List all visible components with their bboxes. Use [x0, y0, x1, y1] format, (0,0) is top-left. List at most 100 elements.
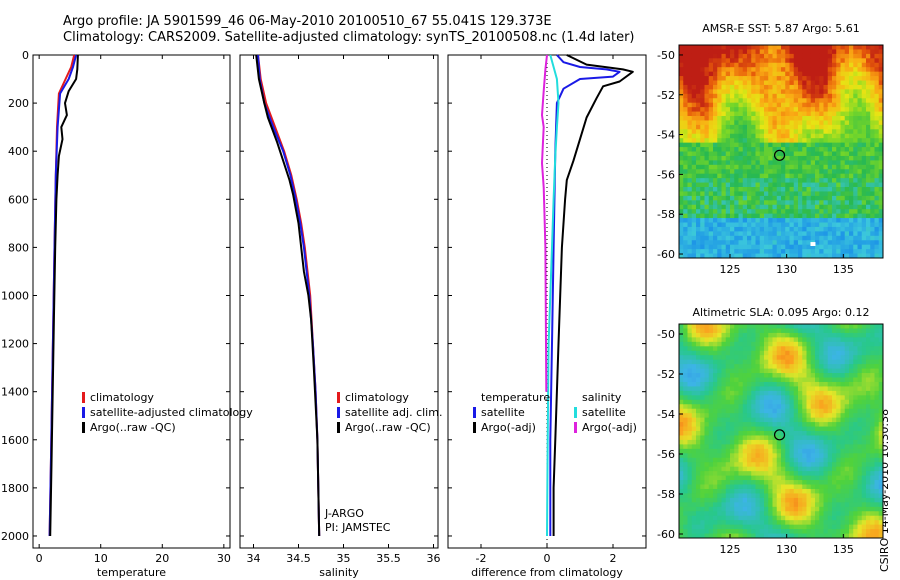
- heatmap-cell: [759, 493, 765, 499]
- heatmap-cell: [857, 222, 863, 228]
- heatmap-cell: [725, 364, 731, 370]
- heatmap-cell: [781, 324, 786, 329]
- heatmap-cell: [840, 364, 846, 370]
- heatmap-cell: [844, 453, 850, 459]
- heatmap-cell: [721, 124, 727, 130]
- heatmap-cell: [870, 364, 875, 370]
- heatmap-cell: [815, 84, 820, 90]
- heatmap-cell: [751, 502, 756, 508]
- heatmap-cell: [810, 435, 816, 441]
- heatmap-cell: [704, 346, 710, 352]
- heatmap-cell: [717, 399, 722, 405]
- heatmap-cell: [725, 480, 731, 485]
- heatmap-cell: [832, 386, 837, 392]
- heatmap-cell: [772, 511, 778, 517]
- heatmap-cell: [836, 133, 841, 139]
- heatmap-cell: [861, 89, 867, 95]
- heatmap-cell: [751, 373, 756, 378]
- heatmap-cell: [717, 142, 722, 148]
- heatmap-cell: [840, 444, 846, 450]
- heatmap-cell: [772, 341, 778, 347]
- heatmap-cell: [700, 390, 705, 396]
- heatmap-cell: [870, 395, 875, 401]
- heatmap-cell: [734, 426, 739, 432]
- heatmap-cell: [827, 355, 833, 361]
- heatmap-cell: [755, 222, 761, 228]
- heatmap-cell: [717, 529, 722, 535]
- heatmap-cell: [751, 431, 756, 436]
- heatmap-cell: [687, 204, 693, 210]
- heatmap-cell: [827, 426, 833, 432]
- heatmap-cell: [687, 520, 693, 526]
- heatmap-cell: [708, 235, 714, 241]
- heatmap-cell: [721, 332, 727, 338]
- heatmap-cell: [683, 195, 688, 201]
- heatmap-cell: [768, 178, 773, 184]
- heatmap-cell: [849, 341, 854, 347]
- heatmap-cell: [759, 529, 765, 535]
- heatmap-cell: [866, 169, 871, 175]
- heatmap-cell: [806, 93, 812, 99]
- heatmap-cell: [798, 169, 803, 175]
- heatmap-cell: [840, 453, 846, 459]
- heatmap-cell: [789, 444, 795, 450]
- heatmap-cell: [781, 89, 786, 95]
- heatmap-cell: [721, 524, 727, 530]
- heatmap-cell: [696, 426, 701, 432]
- heatmap-cell: [789, 341, 795, 347]
- heatmap-cell: [827, 520, 833, 526]
- heatmap-cell: [827, 341, 833, 347]
- heatmap-cell: [713, 381, 718, 387]
- heatmap-cell: [878, 53, 884, 59]
- heatmap-cell: [785, 399, 790, 405]
- heatmap-cell: [691, 337, 697, 343]
- heatmap-cell: [836, 53, 841, 59]
- heatmap-cell: [793, 240, 799, 246]
- heatmap-cell: [759, 231, 765, 237]
- heatmap-cell: [870, 231, 875, 237]
- heatmap-cell: [844, 435, 850, 441]
- heatmap-cell: [819, 431, 824, 436]
- heatmap-cell: [742, 169, 748, 175]
- heatmap-cell: [874, 497, 880, 503]
- heatmap-cell: [768, 155, 773, 161]
- heatmap-cell: [874, 373, 880, 378]
- heatmap-cell: [849, 67, 854, 73]
- heatmap-cell: [781, 84, 786, 90]
- heatmap-cell: [857, 155, 863, 161]
- heatmap-cell: [747, 422, 752, 428]
- heatmap-cell: [696, 453, 701, 459]
- heatmap-cell: [798, 408, 803, 414]
- heatmap-cell: [789, 506, 795, 512]
- heatmap-cell: [781, 453, 786, 459]
- heatmap-cell: [772, 169, 778, 175]
- heatmap-cell: [857, 413, 863, 419]
- heatmap-cell: [687, 404, 693, 410]
- heatmap-cell: [751, 240, 756, 246]
- heatmap-cell: [819, 235, 824, 241]
- heatmap-cell: [819, 439, 824, 445]
- heatmap-cell: [696, 359, 701, 365]
- heatmap-cell: [861, 222, 867, 228]
- legend-temperature-1-swatch: [82, 407, 85, 418]
- heatmap-cell: [832, 506, 837, 512]
- heatmap-cell: [844, 124, 850, 130]
- heatmap-cell: [700, 129, 705, 135]
- heatmap-cell: [857, 226, 863, 232]
- heatmap-cell: [798, 337, 803, 343]
- heatmap-cell: [725, 431, 731, 436]
- heatmap-cell: [713, 408, 718, 414]
- heatmap-cell: [700, 111, 705, 117]
- heatmap-cell: [696, 355, 701, 361]
- heatmap-cell: [691, 480, 697, 485]
- heatmap-cell: [696, 422, 701, 428]
- heatmap-cell: [836, 76, 841, 81]
- heatmap-cell: [827, 195, 833, 201]
- heatmap-cell: [789, 138, 795, 144]
- heatmap-cell: [683, 462, 688, 468]
- heatmap-cell: [878, 497, 884, 503]
- heatmap-cell: [802, 484, 807, 490]
- heatmap-cell: [687, 226, 693, 232]
- heatmap-cell: [789, 49, 795, 55]
- heatmap-cell: [691, 209, 697, 215]
